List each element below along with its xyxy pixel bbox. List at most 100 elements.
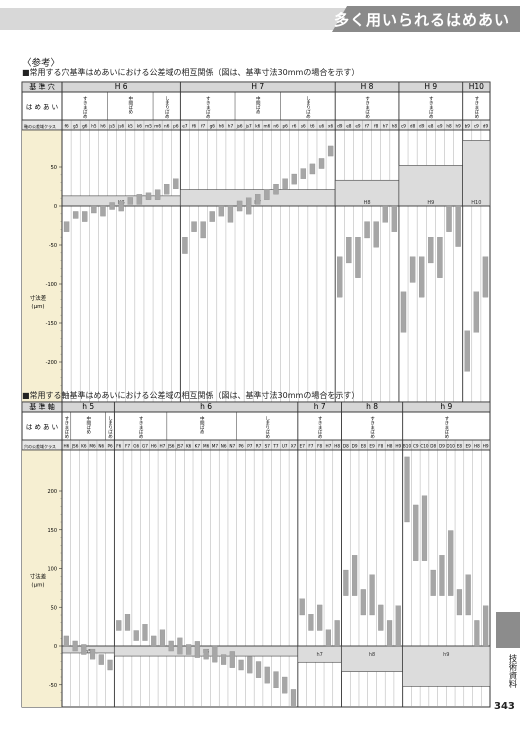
class-label: h8 — [392, 124, 398, 129]
class-label: F8 — [378, 444, 383, 449]
class-label: M6 — [89, 444, 96, 449]
header-bar: 多く用いられるはめあい — [0, 0, 520, 40]
tolerance-bar — [386, 620, 393, 647]
tolerance-bar — [63, 635, 69, 647]
class-label: s6 — [301, 124, 306, 129]
fit-label: すきまばめ — [138, 416, 143, 439]
class-label: e8 — [346, 124, 352, 129]
y-axis-label: 寸法差 — [30, 573, 47, 581]
tolerance-bar — [465, 574, 471, 616]
class-label: e7 — [182, 124, 188, 129]
chart1-title: ■常用する穴基準はめあいにおける公差域の相互関係（図は、基準寸法30mmの場合を… — [22, 68, 360, 77]
class-label: t6 — [310, 124, 315, 129]
y-tick-label: 100 — [47, 567, 57, 573]
tolerance-bar — [334, 620, 340, 647]
zone-label: H9 — [427, 200, 434, 206]
tolerance-bar — [209, 211, 215, 222]
class-label: E7 — [300, 444, 306, 449]
class-label: H9 — [395, 444, 401, 449]
tolerance-bar — [378, 604, 384, 631]
y-tick-label: 0 — [54, 204, 57, 210]
tolerance-bar — [325, 629, 332, 647]
class-label: d9 — [337, 124, 343, 129]
class-label: js7 — [245, 124, 252, 129]
tolerance-bar — [145, 192, 152, 200]
tolerance-bar — [290, 689, 297, 706]
class-label: h7 — [228, 124, 234, 129]
class-label: f6 — [64, 124, 68, 129]
tolerance-bar — [428, 237, 434, 264]
class-label: P6 — [107, 444, 113, 449]
zone-label: H8 — [364, 200, 371, 206]
class-label: p6 — [282, 124, 288, 129]
class-label: P6 — [238, 444, 244, 449]
tolerance-bar — [273, 671, 279, 689]
page-number: 343 — [494, 701, 515, 712]
group-name: h 8 — [366, 402, 378, 411]
tolerance-bar — [264, 189, 270, 200]
class-label: JS6 — [71, 444, 79, 449]
class-label: D8 — [343, 444, 349, 449]
tolerance-bar — [212, 645, 218, 663]
tolerance-bar — [409, 256, 416, 283]
tolerance-bar — [439, 555, 445, 596]
class-label: f7 — [365, 124, 369, 129]
fit-label: 中間ばめ — [199, 415, 204, 435]
fit-label: 中間ばめ — [86, 415, 91, 435]
tolerance-bar — [109, 202, 115, 210]
class-label: F7 — [308, 444, 313, 449]
tolerance-bar — [72, 211, 79, 219]
tolerance-bar — [291, 173, 297, 185]
class-label: T7 — [272, 444, 279, 449]
class-label: E8 — [457, 444, 463, 449]
base-tolerance-zone — [341, 645, 403, 672]
class-label: b9 — [465, 124, 471, 129]
class-label: X7 — [291, 444, 297, 449]
class-label: H8 — [334, 444, 340, 449]
class-label: C10 — [420, 444, 429, 449]
class-label: F7 — [125, 444, 130, 449]
y-tick-label: -200 — [46, 360, 57, 366]
tolerance-bar — [352, 555, 358, 596]
tolerance-bar — [282, 676, 288, 694]
fit-label: すきまばめ — [474, 96, 479, 119]
fit-label: すきまばめ — [64, 416, 69, 439]
tolerance-bar — [194, 641, 200, 658]
class-label: H8 — [387, 444, 393, 449]
y-axis-panel — [22, 130, 62, 408]
base-tolerance-zone — [462, 140, 491, 207]
tolerance-bar — [364, 221, 370, 239]
chart2-title: ■常用する軸基準はめあいにおける公差域の相互関係（図は、基準寸法30mmの場合を… — [22, 391, 360, 400]
class-label: JS6 — [167, 444, 175, 449]
tolerance-bar — [264, 666, 270, 684]
fit-label: すきまばめ — [82, 96, 87, 119]
class-label: P7 — [247, 444, 253, 449]
tolerance-bar — [98, 654, 104, 665]
class-label: h5 — [91, 124, 97, 129]
tolerance-bar — [229, 651, 235, 668]
tolerance-bar — [82, 211, 88, 222]
tolerance-bar — [430, 569, 436, 596]
class-label: D9 — [352, 444, 358, 449]
page-title: 多く用いられるはめあい — [333, 11, 510, 29]
tolerance-bar — [317, 604, 323, 631]
class-label: g5 — [73, 124, 79, 129]
class-label: g6 — [210, 124, 216, 129]
group-name: H10 — [469, 82, 484, 91]
y-axis-label: 寸法差 — [30, 294, 47, 302]
tolerance-bar — [136, 194, 143, 205]
y-axis-panel — [22, 450, 62, 707]
tolerance-bar — [255, 194, 261, 205]
group-name: h 5 — [82, 402, 94, 411]
tolerance-bar — [133, 630, 139, 641]
tolerance-bar — [448, 530, 454, 596]
class-label: K7 — [195, 444, 201, 449]
class-label: U7 — [282, 444, 288, 449]
class-label: h9 — [455, 124, 461, 129]
class-label: p6 — [173, 124, 179, 129]
fit-label: 中間ばめ — [128, 95, 133, 115]
y-tick-label: -50 — [49, 243, 57, 249]
tolerance-bar — [456, 589, 463, 616]
tolerance-bar — [100, 205, 106, 217]
tolerance-bar — [421, 495, 428, 561]
